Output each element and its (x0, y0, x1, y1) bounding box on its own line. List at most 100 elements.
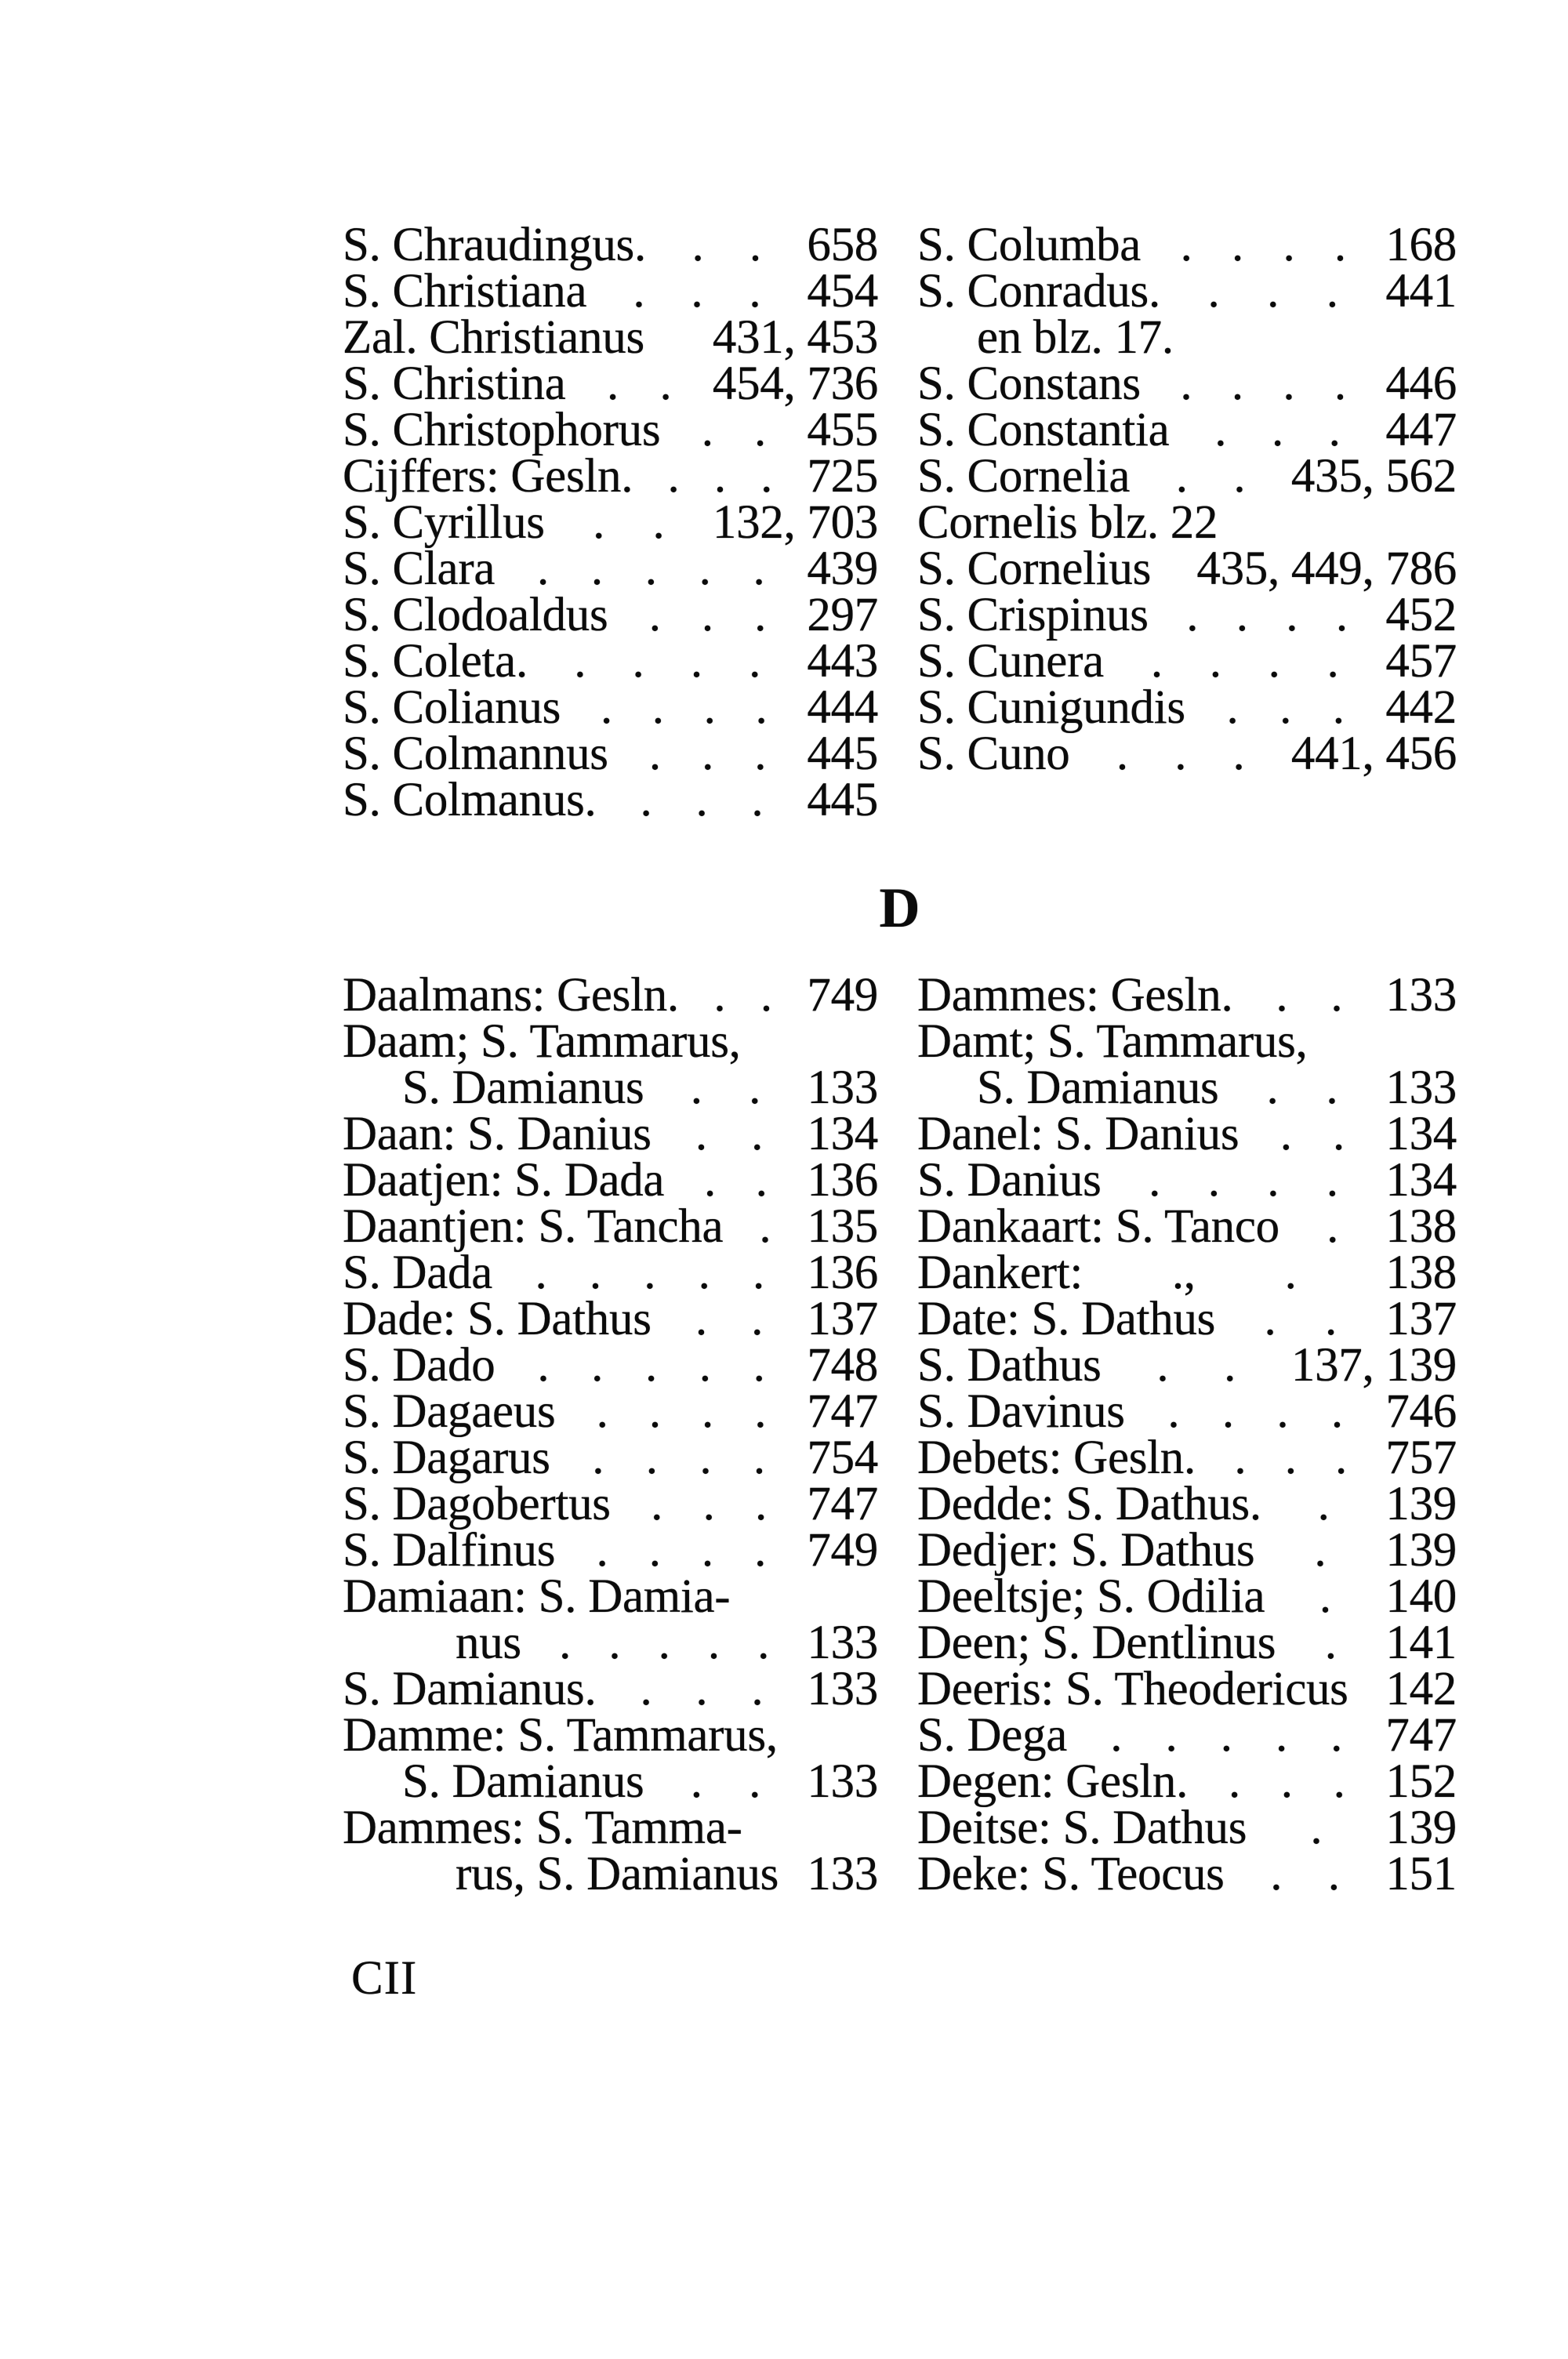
index-entry: S. Dega..... 747 (917, 1709, 1457, 1762)
leader-dot: . (702, 1385, 713, 1438)
leader-dot: . (1327, 635, 1339, 688)
entry-text: Daam; S. Tammarus, (343, 1015, 741, 1068)
entry-text: S. Damianus (402, 1755, 644, 1808)
index-entry: S. Christina.. 454, 736 (343, 357, 878, 410)
leader-dot: . (589, 1247, 601, 1299)
index-entry: Damt; S. Tammarus, (917, 1018, 1457, 1065)
entry-page: 445 (807, 728, 878, 780)
index-entry: Deeris: S. Theodericus 142 (917, 1665, 1457, 1713)
leader-dot: . (1334, 357, 1346, 410)
leader-dot: . (1327, 1848, 1340, 1900)
entry-page: 747 (1385, 1709, 1457, 1762)
index-entry: Dankert:.,. 138 (917, 1247, 1457, 1299)
index-entry: S. Cyrillus.. 132, 703 (343, 499, 878, 546)
leader-dot: . (1207, 265, 1220, 318)
entry-text: Dammes: S. Tamma- (343, 1802, 742, 1854)
leader-dot: . (590, 543, 603, 595)
leader-dot: . (698, 1247, 710, 1299)
entry-page: 133 (807, 1663, 878, 1715)
leader-dot: . (754, 1385, 767, 1438)
entry-text: Zal. Christianus (343, 311, 644, 364)
entry-text: S. Chraudingus. (343, 219, 646, 271)
leader-dot: . (1284, 1432, 1297, 1484)
index-entry: Deitse: S. Dathus. 139 (917, 1804, 1457, 1852)
index-entry: Damme: S. Tammarus, (343, 1711, 878, 1759)
leader-dot: . (1319, 1570, 1331, 1623)
leader-dot: . (695, 1108, 707, 1160)
index-entry: S. Crispinus.... 452 (917, 589, 1457, 641)
entry-text: S. Cunigundis (917, 681, 1185, 734)
entry-text: S. Conradus. (917, 265, 1160, 318)
entry-text: S. Cornelia (917, 450, 1131, 503)
index-section-d: Daalmans: Gesln... 749 Daam; S. Tammarus, S… (343, 971, 1457, 1900)
leader-dot: . (754, 1524, 767, 1577)
leader-dot: . (659, 357, 672, 410)
entry-page: 747 (807, 1385, 878, 1438)
entry-page: 139 (1385, 1478, 1457, 1530)
leader-dot: . (1228, 1755, 1240, 1808)
entry-text: en blz. 17. (977, 311, 1174, 364)
index-entry: S. Christiana... 454 (343, 267, 878, 315)
index-entry: Daam; S. Tammarus, (343, 1018, 878, 1065)
leader-dot: . (1324, 1293, 1337, 1345)
leader-dot: . (702, 728, 714, 780)
entry-text: Deeltsje; S. Odilia (917, 1570, 1265, 1623)
index-entry: Zal. Christianus 431, 453 (343, 314, 878, 361)
leader-dot: . (648, 1524, 661, 1577)
leader-dot: . (651, 1478, 663, 1530)
entry-page: 133 (1385, 1062, 1457, 1114)
index-entry: rus, S. Damianus 133 (343, 1850, 878, 1898)
index-entry: S. Davinus.... 746 (917, 1388, 1457, 1435)
leader-dot: . (591, 1339, 604, 1392)
leader-dot: . (1236, 589, 1248, 641)
index-entry: Deen; S. Dentlinus. 141 (917, 1619, 1457, 1667)
index-entry: Dedjer: S. Dathus. 139 (917, 1526, 1457, 1574)
entry-text: S. Dagaeus (343, 1385, 556, 1438)
index-entry: S. Danius.... 134 (917, 1156, 1457, 1204)
leader-dot: . (632, 635, 644, 688)
entry-text: S. Dagarus (343, 1432, 550, 1484)
entry-text: S. Constans (917, 357, 1141, 410)
leader-dot: . (1175, 450, 1188, 503)
leader-dot: . (1317, 1478, 1330, 1530)
entry-text: Daatjen: S. Dada (343, 1154, 665, 1207)
leader-dot: . (749, 219, 761, 271)
index-entry: S. Dagobertus... 747 (343, 1478, 878, 1530)
entry-page: 457 (1385, 635, 1457, 688)
entry-page: 749 (807, 1524, 878, 1577)
index-entry: S. Christophorus.. 455 (343, 404, 878, 456)
entry-text: S. Cyrillus (343, 496, 545, 549)
leader-dot: . (1267, 265, 1279, 318)
index-column-bottom-left: Daalmans: Gesln... 749 Daam; S. Tammarus, S… (343, 971, 878, 1898)
leader-dot: . (1284, 1247, 1297, 1299)
leader-dot: . (1283, 357, 1295, 410)
leader-dot: . (1234, 1432, 1247, 1484)
entry-page: 435, 562 (1290, 450, 1457, 503)
entry-text: S. Crispinus (917, 589, 1149, 641)
entry-page: 132, 703 (712, 496, 878, 549)
leader-dot: . (1268, 635, 1280, 688)
entry-text: Deke: S. Teocus (917, 1848, 1225, 1900)
leader-dot: . (759, 1200, 771, 1253)
leader-dot: . (751, 1293, 764, 1345)
leader-dot: . (1330, 1385, 1343, 1438)
leader-dot: . (1279, 1108, 1292, 1160)
index-entry: en blz. 17. (917, 314, 1457, 361)
leader-dot: . (1233, 450, 1246, 503)
entry-page: 137 (807, 1293, 878, 1345)
leader-dot: . (1156, 1339, 1169, 1392)
entry-page: 152 (1385, 1755, 1457, 1808)
leader-dot: . (1283, 219, 1295, 271)
leader-dot: . (644, 1339, 657, 1392)
leader-dot: . (574, 635, 586, 688)
leader-dot: . (537, 543, 549, 595)
entry-page: 757 (1385, 1432, 1457, 1484)
entry-text: S. Christophorus (343, 404, 661, 456)
leader-dot: . (749, 1755, 761, 1808)
index-entry: S. Cornelia.. 435, 562 (917, 450, 1457, 503)
index-column-top-right: S. Columba.... 168 S. Conradus.... 441 en bl… (917, 219, 1457, 823)
leader-dot: . (1167, 1385, 1180, 1438)
leader-dot: . (702, 1478, 715, 1530)
entry-text: Danel: S. Danius (917, 1108, 1240, 1160)
entry-text: Debets: Gesln. (917, 1432, 1196, 1484)
